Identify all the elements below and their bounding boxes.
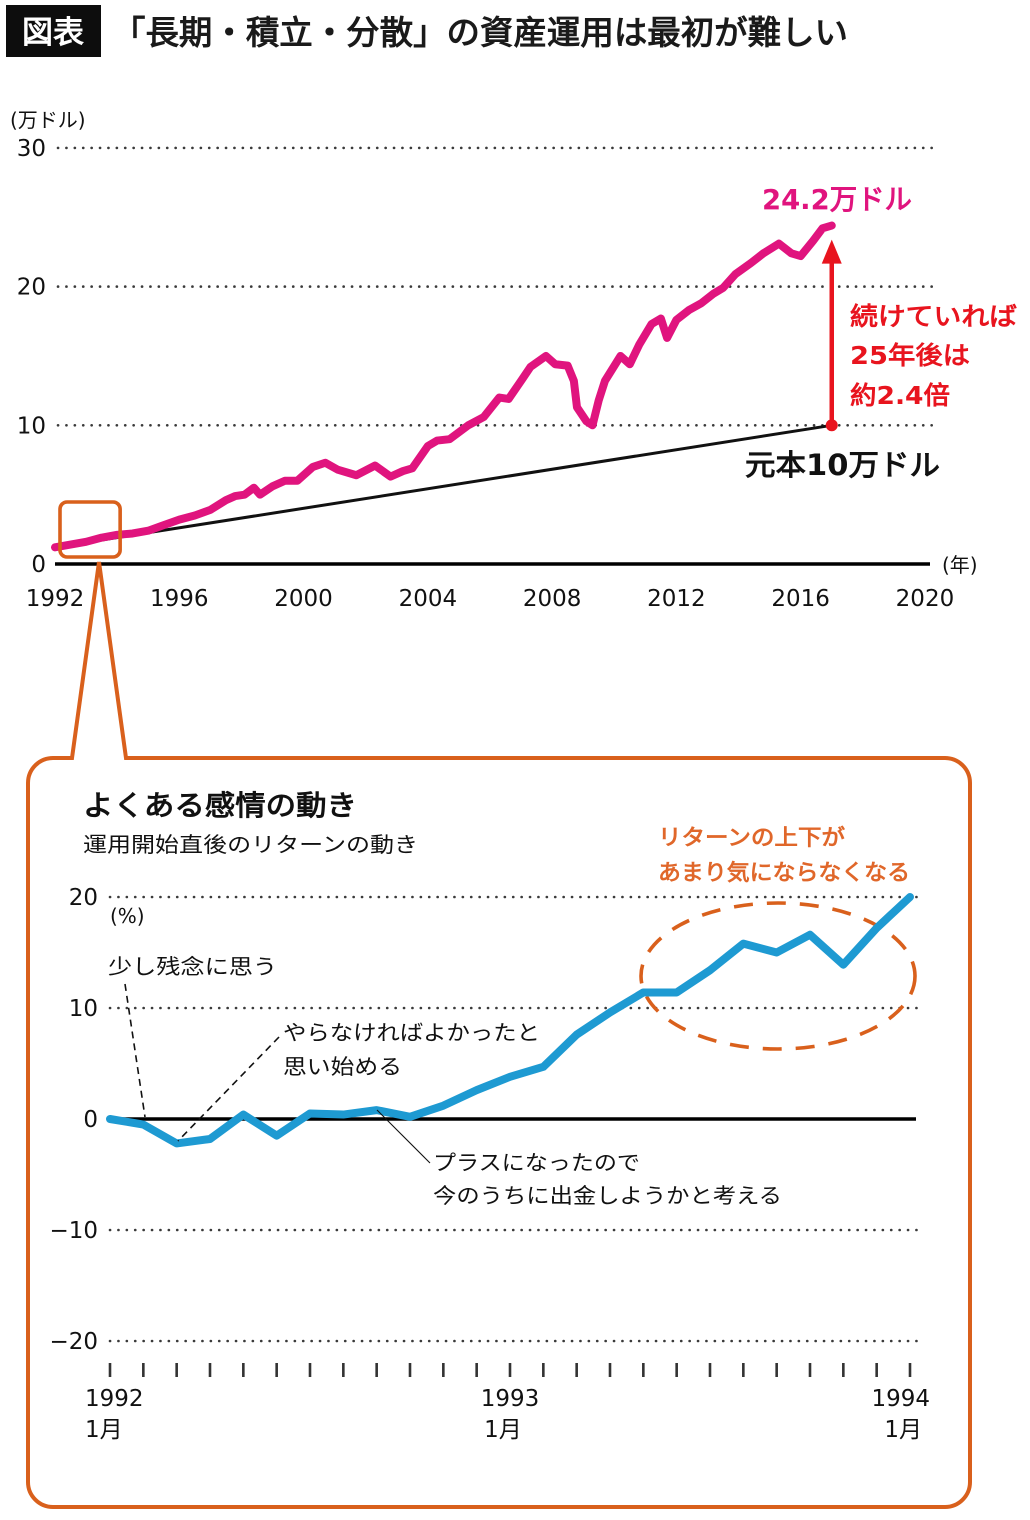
annotation-disappointed: 少し残念に思う <box>108 955 277 979</box>
main-x-tick-label: 2004 <box>399 586 458 612</box>
inset-y-tick-label: 20 <box>69 885 98 911</box>
main-x-unit-label: (年) <box>942 553 978 577</box>
inset-x-tick-year: 1994 <box>871 1386 930 1412</box>
growth-note-line-2: 25年後は <box>850 341 970 370</box>
main-y-tick-label: 0 <box>31 552 46 578</box>
main-y-unit-label: (万ドル) <box>10 108 86 132</box>
main-y-tick-labels: 0 10 20 30 <box>17 136 46 578</box>
main-x-tick-label: 2008 <box>523 586 582 612</box>
main-y-tick-label: 30 <box>17 136 46 162</box>
inset-series <box>106 893 914 1148</box>
growth-note-line-3: 約2.4倍 <box>850 381 950 410</box>
inset-x-tick-month: 1月 <box>484 1417 522 1443</box>
inset-subtitle: 運用開始直後のリターンの動き <box>83 833 418 857</box>
main-x-tick-label: 1996 <box>150 586 209 612</box>
figure-badge-background <box>6 5 101 57</box>
inset-y-unit-label: (%) <box>110 904 145 928</box>
inset-x-tick-month: 1月 <box>85 1417 123 1443</box>
growth-arrow <box>821 239 842 432</box>
annotation-withdraw-line-1: プラスになったので <box>433 1151 640 1175</box>
annotation-regret-line-1: やらなければよかったと <box>283 1021 540 1045</box>
inset-y-tick-label: 10 <box>69 996 98 1022</box>
annotation-regret-line-2: 思い始める <box>283 1055 402 1079</box>
leader-line-disappointed <box>124 983 146 1118</box>
portfolio-value-line <box>51 221 836 552</box>
inset-x-tick-month: 1月 <box>884 1417 922 1443</box>
growth-note-line-1: 続けていれば <box>850 302 1017 331</box>
principal-end-marker <box>825 419 838 432</box>
annotation-settled-line-2: あまり気にならなくなる <box>658 860 910 886</box>
main-chart: (万ドル) 0 10 20 30 1992 1996 2000 2004 2008 2012 20… <box>10 108 1017 612</box>
growth-arrow-head-icon <box>821 239 842 264</box>
main-x-tick-label: 2012 <box>647 586 706 612</box>
figure-header: 図表 「長期・積立・分散」の資産運用は最初が難しい <box>6 5 848 57</box>
inset-title: よくある感情の動き <box>83 789 357 822</box>
figure-badge: 図表 <box>22 15 84 51</box>
main-y-tick-label: 10 <box>17 413 46 439</box>
principal-label: 元本10万ドル <box>745 448 940 482</box>
main-x-tick-labels: 1992 1996 2000 2004 2008 2012 2016 2020 <box>26 586 955 612</box>
principal-line <box>54 423 832 549</box>
inset-x-tick-year: 1992 <box>85 1386 144 1412</box>
inset-month-ticks <box>108 1363 912 1377</box>
highlight-range-box <box>58 500 122 559</box>
final-value-label: 24.2万ドル <box>762 183 912 216</box>
main-y-tick-label: 20 <box>17 275 46 301</box>
leader-line-withdraw <box>376 1109 431 1164</box>
main-gridlines <box>55 146 934 566</box>
inset-y-tick-label: −10 <box>49 1218 98 1244</box>
annotation-settled-line-1: リターンの上下が <box>658 825 845 851</box>
main-series <box>51 221 836 552</box>
return-line <box>106 893 914 1148</box>
inset-x-tick-labels: 1992 1月 1993 1月 1994 1月 <box>85 1386 930 1443</box>
inset-gridlines <box>108 895 920 1343</box>
figure-title: 「長期・積立・分散」の資産運用は最初が難しい <box>112 13 848 52</box>
inset-x-tick-year: 1993 <box>481 1386 540 1412</box>
inset-chart: よくある感情の動き 運用開始直後のリターンの動き −20 −10 0 10 20 (%)… <box>49 789 930 1443</box>
inset-y-tick-label: 0 <box>83 1107 98 1133</box>
main-x-tick-label: 1992 <box>26 586 85 612</box>
main-x-tick-label: 2000 <box>274 586 333 612</box>
main-x-tick-label: 2016 <box>771 586 830 612</box>
inset-frame-connector <box>26 561 972 1509</box>
inset-y-tick-label: −20 <box>49 1329 98 1355</box>
annotation-withdraw-line-2: 今のうちに出金しようかと考える <box>433 1184 782 1208</box>
inset-y-tick-labels: −20 −10 0 10 20 <box>49 885 98 1355</box>
settled-region-ellipse <box>639 901 917 1051</box>
leader-line-regret <box>177 1036 280 1142</box>
main-x-tick-label: 2020 <box>896 586 955 612</box>
